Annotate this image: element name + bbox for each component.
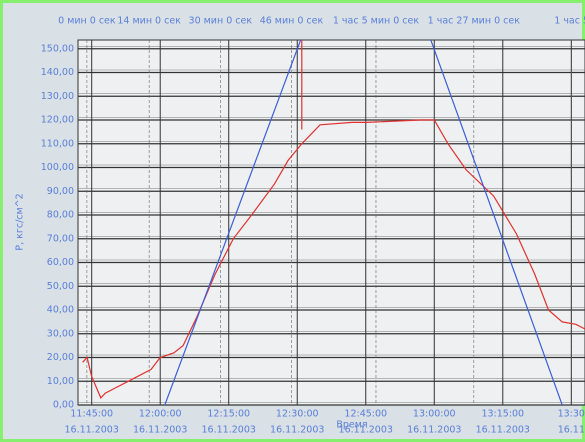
x-tick-label: 12:15:00 (207, 409, 250, 420)
y-tick-label: 40,00 (47, 305, 74, 316)
y-tick-label: 20,00 (47, 352, 74, 363)
x-tick-label: 13:00:00 (413, 409, 456, 420)
y-tick-label: 90,00 (47, 186, 74, 197)
top-tick-label: 0 мин 0 сек (58, 16, 116, 27)
top-tick-label: 1 час 5 (554, 16, 585, 27)
top-tick-label: 46 мин 0 сек (260, 16, 324, 27)
y-tick-label: 60,00 (47, 257, 74, 268)
y-tick-label: 80,00 (47, 210, 74, 221)
x-tick-date: 16.11.2003 (64, 425, 118, 436)
x-tick-date: 16.11.2003 (270, 425, 324, 436)
top-tick-label: 1 час 5 мин 0 сек (333, 16, 420, 27)
y-tick-label: 150,00 (41, 43, 74, 54)
y-tick-label: 130,00 (41, 91, 74, 102)
x-tick-label: 13:15:00 (481, 409, 524, 420)
y-axis-title: P, кгс/см^2 (15, 193, 26, 250)
y-tick-label: 30,00 (47, 328, 74, 339)
x-tick-date: 16.11 (558, 425, 585, 436)
top-tick-label: 30 мин 0 сек (189, 16, 253, 27)
y-tick-label: 10,00 (47, 376, 74, 387)
y-tick-label: 120,00 (41, 115, 74, 126)
chart: P, кгс/см^2 Время 0,0010,0020,0030,0040,… (0, 0, 585, 442)
x-tick-label: 12:45:00 (344, 409, 387, 420)
x-tick-label: 13:30 (558, 409, 585, 420)
y-tick-label: 100,00 (41, 162, 74, 173)
x-tick-date: 16.11.2003 (133, 425, 187, 436)
y-tick-label: 50,00 (47, 281, 74, 292)
x-tick-label: 12:00:00 (139, 409, 182, 420)
x-tick-date: 16.11.2003 (407, 425, 461, 436)
x-tick-label: 12:30:00 (276, 409, 319, 420)
y-tick-label: 70,00 (47, 233, 74, 244)
y-tick-label: 140,00 (41, 67, 74, 78)
x-tick-date: 16.11.2003 (202, 425, 256, 436)
x-tick-date: 16.11.2003 (339, 425, 393, 436)
x-tick-label: 11:45:00 (70, 409, 113, 420)
y-tick-label: 110,00 (41, 138, 74, 149)
top-tick-label: 1 час 27 мин 0 сек (428, 16, 521, 27)
top-tick-label: 14 мин 0 сек (117, 16, 181, 27)
x-tick-date: 16.11.2003 (476, 425, 530, 436)
